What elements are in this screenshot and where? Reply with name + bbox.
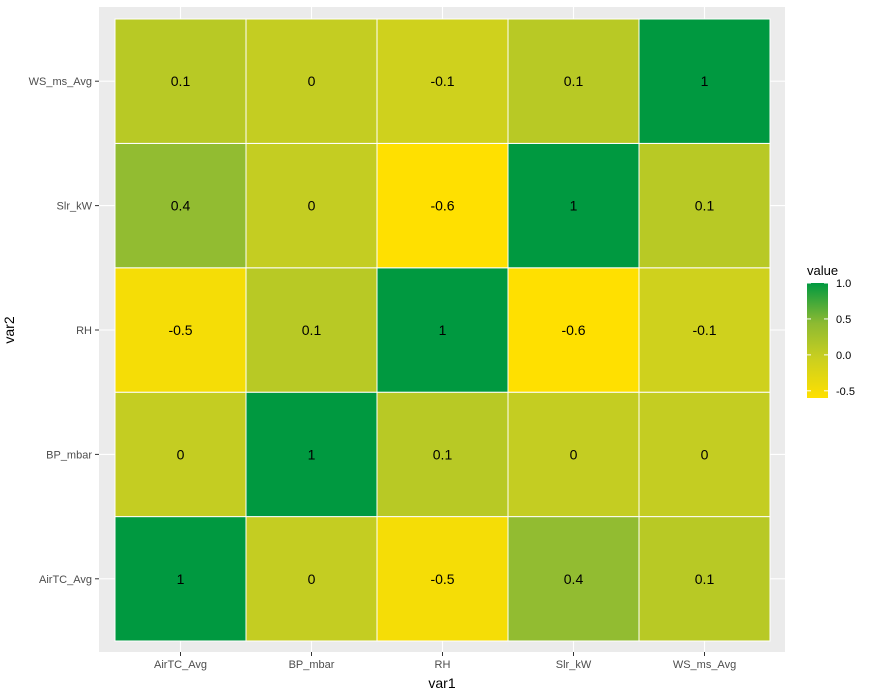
cell-value-label: 0.1: [695, 198, 715, 214]
heatmap-cell: [114, 391, 247, 518]
cell-value-label: 0.1: [171, 73, 191, 89]
heatmap-cell: [376, 516, 509, 642]
legend-tick-label: 1.0: [836, 278, 851, 290]
cell-value-label: 1: [177, 571, 185, 587]
cell-value-label: 0.4: [564, 571, 584, 587]
heatmap-cell: [114, 142, 247, 269]
heatmap-tiles: [114, 18, 771, 642]
heatmap-cell: [507, 267, 640, 393]
x-tick-label: BP_mbar: [289, 659, 335, 671]
cell-value-label: 0.4: [171, 198, 191, 214]
legend-tick-label: -0.5: [836, 386, 855, 398]
heatmap-cell: [245, 18, 378, 144]
cell-value-label: 0: [701, 446, 709, 462]
x-tick-label: AirTC_Avg: [154, 659, 207, 671]
y-tick-label: Slr_kW: [57, 201, 93, 213]
legend-title: value: [807, 263, 838, 278]
cell-value-label: 0: [308, 73, 316, 89]
x-axis-title: var1: [428, 675, 455, 691]
cell-value-label: 0: [570, 446, 578, 462]
cell-value-label: 1: [701, 73, 709, 89]
color-legend: value 1.0 0.5 0.0 -0.5: [807, 263, 855, 398]
y-tick-label: RH: [76, 325, 92, 337]
heatmap-cell: [245, 391, 378, 518]
legend-tick-label: 0.0: [836, 350, 851, 362]
heatmap-cell: [638, 18, 771, 144]
heatmap-cell: [245, 142, 378, 269]
cell-value-label: -0.1: [692, 322, 716, 338]
cell-value-label: 0: [308, 571, 316, 587]
heatmap-cell: [638, 267, 771, 393]
cell-value-label: 0.1: [302, 322, 322, 338]
y-tick-label: WS_ms_Avg: [29, 76, 92, 88]
cell-value-label: 0: [177, 446, 185, 462]
cell-value-label: -0.1: [430, 73, 454, 89]
cell-value-label: 1: [439, 322, 447, 338]
x-tick-label: WS_ms_Avg: [673, 659, 736, 671]
legend-tick-label: 0.5: [836, 314, 851, 326]
heatmap-cell: [507, 18, 640, 144]
cell-value-label: 0: [308, 198, 316, 214]
legend-ticks: 1.0 0.5 0.0 -0.5: [807, 278, 855, 398]
x-axis-ticks: AirTC_Avg BP_mbar RH Slr_kW WS_ms_Avg: [154, 652, 736, 671]
heatmap-cell: [638, 142, 771, 269]
cell-value-label: -0.5: [168, 322, 192, 338]
heatmap-cell: [507, 391, 640, 518]
y-tick-label: BP_mbar: [46, 449, 92, 461]
cell-value-label: 1: [308, 446, 316, 462]
cell-value-label: -0.6: [561, 322, 585, 338]
x-tick-label: Slr_kW: [556, 659, 592, 671]
heatmap-cell: [638, 391, 771, 518]
y-tick-label: AirTC_Avg: [39, 574, 92, 586]
cell-value-label: -0.5: [430, 571, 454, 587]
x-tick-label: RH: [435, 659, 451, 671]
legend-colorbar: [807, 283, 828, 398]
cell-value-label: -0.6: [430, 198, 454, 214]
heatmap-cell: [245, 267, 378, 393]
heatmap-cell: [114, 18, 247, 144]
cell-value-label: 0.1: [695, 571, 715, 587]
cell-value-label: 1: [570, 198, 578, 214]
cell-value-label: 0.1: [564, 73, 584, 89]
y-axis-title: var2: [1, 316, 17, 343]
heatmap-cell: [376, 18, 509, 144]
heatmap-cell: [114, 267, 247, 393]
cell-value-labels: 1 0 -0.5 0.4 0.1 0 1 0.1 0 0 -0.5 0.1 1 -0.6 -0.1 0.4 0 -…: [168, 73, 716, 587]
heatmap-cell: [376, 142, 509, 269]
heatmap-cell: [245, 516, 378, 642]
y-axis-ticks: AirTC_Avg BP_mbar RH Slr_kW WS_ms_Avg: [29, 76, 99, 586]
cell-value-label: 0.1: [433, 446, 453, 462]
